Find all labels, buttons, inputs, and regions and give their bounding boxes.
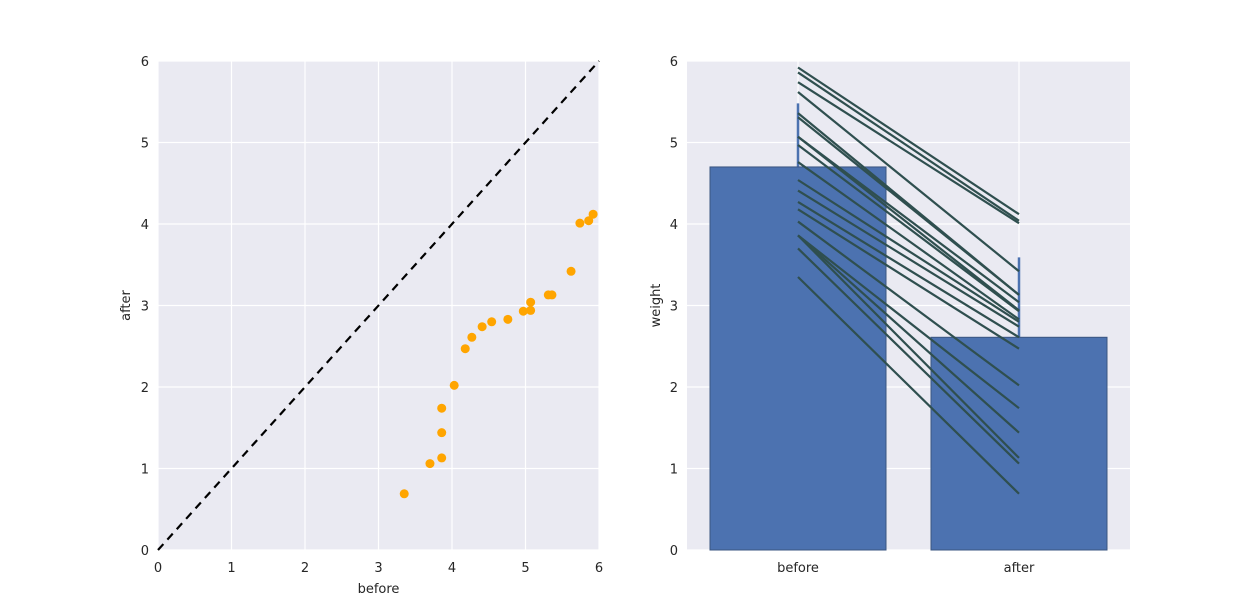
paired-line — [797, 276, 1020, 495]
y-tick-label: 2 — [141, 381, 149, 396]
scatter-point — [503, 314, 513, 324]
y-axis-label: after — [119, 289, 134, 320]
scatter-point — [425, 459, 435, 469]
scatter-point — [399, 489, 409, 499]
x-tick-label: 2 — [301, 561, 309, 576]
paired-line — [797, 179, 1020, 323]
y-axis-label: weight — [649, 284, 664, 328]
scatter-point — [584, 216, 594, 226]
paired-line — [797, 247, 1020, 465]
y-tick-label: 3 — [141, 300, 149, 315]
bar-before — [709, 166, 887, 551]
y-tick-label: 1 — [670, 463, 678, 478]
x-axis-label: before — [358, 582, 400, 597]
paired-line — [797, 112, 1020, 296]
scatter-point — [477, 322, 487, 332]
paired-line — [797, 161, 1020, 321]
x-tick-label: 6 — [595, 561, 603, 576]
x-tick-label: 1 — [227, 561, 235, 576]
x-tick-label: 4 — [448, 561, 456, 576]
y-tick-label: 0 — [670, 544, 678, 559]
paired-line — [797, 234, 1020, 459]
x-tick-label: 5 — [521, 561, 529, 576]
scatter-point — [526, 297, 536, 307]
x-tick-label: 3 — [374, 561, 382, 576]
paired-line — [797, 144, 1020, 313]
paired-line — [797, 71, 1020, 222]
scatter-point — [518, 306, 528, 316]
scatter-point — [437, 453, 447, 463]
paired-line — [797, 234, 1020, 410]
y-tick-label: 6 — [141, 55, 149, 70]
y-tick-label: 4 — [141, 218, 149, 233]
scatter-point — [437, 403, 447, 413]
paired-line — [797, 189, 1020, 328]
scatter-point — [437, 428, 447, 438]
paired-line — [797, 201, 1020, 339]
y-tick-label: 4 — [670, 218, 678, 233]
paired-line — [797, 66, 1020, 216]
x-tick-label: before — [777, 561, 819, 576]
x-tick-label: after — [1004, 561, 1035, 576]
scatter-point — [449, 380, 459, 390]
y-tick-label: 3 — [670, 300, 678, 315]
y-tick-label: 0 — [141, 544, 149, 559]
x-tick-label: 0 — [154, 561, 162, 576]
scatter-point — [526, 305, 536, 315]
paired-line — [797, 234, 1020, 434]
scatter-point — [566, 266, 576, 276]
paired-line — [797, 81, 1020, 225]
y-tick-label: 5 — [670, 137, 678, 152]
paired-line — [797, 91, 1020, 273]
y-tick-label: 1 — [141, 463, 149, 478]
identity-line — [157, 60, 600, 551]
bar-axes: 0 1 2 3 4 5 6 before after weight — [649, 55, 1130, 576]
scatter-point — [547, 290, 557, 300]
scatter-point — [467, 332, 477, 342]
y-tick-label: 5 — [141, 137, 149, 152]
scatter-point — [588, 209, 598, 219]
paired-line — [797, 208, 1020, 350]
y-tick-label: 2 — [670, 381, 678, 396]
scatter-axes: 0 1 2 3 4 5 6 0 1 2 3 4 5 6 before after — [119, 55, 603, 597]
scatter-point — [575, 218, 585, 228]
scatter-point — [460, 344, 470, 354]
paired-line — [797, 135, 1020, 304]
y-tick-label: 6 — [670, 55, 678, 70]
scatter-point — [487, 317, 497, 327]
bar-after — [930, 336, 1108, 551]
paired-line — [797, 220, 1020, 387]
